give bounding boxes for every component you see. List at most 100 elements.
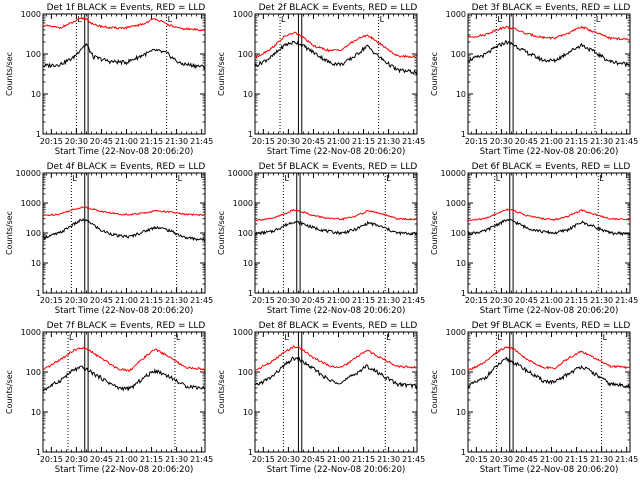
x-axis-label: Start Time (22-Nov-08 20:06:20) [267,465,406,475]
y-axis-label: Counts/sec [430,52,439,96]
plot-frame [467,331,631,453]
x-tick-label: 21:45 [190,137,213,146]
y-tick-label: 10 [31,408,41,417]
x-tick-label: 20:45 [515,296,538,305]
panel-title: Det 5f BLACK = Events, RED = LLD [259,162,418,172]
y-axis-label: Counts/sec [217,211,226,255]
panel-2: Det 2f BLACK = Events, RED = LLD 1 10 100 10… [217,3,425,157]
y-tick-label: 1 [461,448,466,457]
panel-7: Det 7f BLACK = Events, RED = LLD 1 10 100 10… [5,321,213,475]
y-tick-label: 100 [26,50,41,59]
x-axis-label: Start Time (22-Nov-08 20:06:20) [480,465,619,475]
x-tick-label: 20:15 [40,137,63,146]
lld-series-line [255,31,418,59]
x-tick-label: 21:00 [327,137,350,146]
x-tick-label: 21:15 [352,296,375,305]
panel-9: Det 9f BLACK = Events, RED = LLD 1 10 100 10… [430,321,638,475]
x-tick-label: 21:15 [140,296,163,305]
x-tick-label: 21:15 [140,137,163,146]
y-tick-label: 100 [451,50,466,59]
x-tick-label: 20:15 [40,455,63,464]
x-tick-label: 20:30 [277,455,300,464]
x-axis-label: Start Time (22-Nov-08 20:06:20) [267,147,406,157]
x-tick-label: 21:00 [540,296,563,305]
interval-marker-label: L [69,333,74,342]
x-tick-label: 20:30 [277,296,300,305]
x-tick-label: 20:30 [490,296,513,305]
x-tick-label: 21:00 [327,455,350,464]
y-tick-label: 10 [456,408,466,417]
x-tick-label: 21:45 [190,455,213,464]
panel-3: Det 3f BLACK = Events, RED = LLD 1 10 100 10… [430,3,638,157]
y-tick-label: 1 [248,130,253,139]
y-axis-label: Counts/sec [5,211,14,255]
lld-series-line [42,346,206,372]
interval-marker-label: L [497,15,502,24]
interval-marker-label: L [178,174,183,183]
y-tick-label: 10 [243,90,253,99]
y-tick-label: 10 [243,408,253,417]
x-tick-label: 21:45 [402,137,425,146]
y-tick-label: 1000 [233,199,253,208]
y-tick-label: 1000 [21,328,41,337]
panel-title: Det 1f BLACK = Events, RED = LLD [47,3,206,13]
y-tick-label: 1000 [21,199,41,208]
plot-frame [42,331,206,453]
x-tick-label: 21:15 [352,137,375,146]
interval-marker-label: L [599,174,604,183]
x-tick-label: 20:30 [65,296,88,305]
x-tick-label: 20:45 [515,137,538,146]
y-axis-label: Counts/sec [217,370,226,414]
y-tick-label: 100 [26,229,41,238]
x-tick-label: 21:45 [402,296,425,305]
x-tick-label: 21:30 [165,137,188,146]
panel-6: Det 6f BLACK = Events, RED = LLD 1 10 100 10… [430,162,638,316]
y-tick-label: 10 [31,259,41,268]
lld-series-line [467,25,631,41]
y-tick-label: 10 [456,90,466,99]
x-tick-label: 20:15 [465,455,488,464]
y-tick-label: 100 [451,368,466,377]
events-series-line [42,365,206,392]
plot-frame [467,13,631,135]
interval-marker-label: L [284,174,289,183]
x-axis-label: Start Time (22-Nov-08 20:06:20) [480,147,619,157]
y-tick-label: 1 [36,289,41,298]
lld-series-line [467,346,631,371]
y-tick-label: 1000 [21,10,41,19]
x-axis-label: Start Time (22-Nov-08 20:06:20) [55,147,194,157]
events-series-line [42,43,206,70]
panel-4: Det 4f BLACK = Events, RED = LLD 1 10 100 10… [5,162,213,316]
x-tick-label: 21:30 [590,455,613,464]
x-tick-label: 20:30 [65,137,88,146]
y-tick-label: 1000 [233,10,253,19]
y-tick-label: 1000 [446,328,466,337]
y-tick-label: 10000 [441,169,466,178]
x-tick-label: 20:15 [252,137,275,146]
y-tick-label: 100 [451,229,466,238]
events-series-line [42,218,206,242]
x-tick-label: 21:15 [565,455,588,464]
y-tick-label: 10000 [16,169,41,178]
x-tick-label: 20:30 [277,137,300,146]
y-axis-label: Counts/sec [430,211,439,255]
interval-marker-label: L [176,333,181,342]
events-series-line [254,356,418,390]
x-tick-label: 20:30 [490,455,513,464]
y-tick-label: 10 [243,259,253,268]
x-tick-label: 21:30 [165,296,188,305]
x-tick-label: 21:00 [115,137,138,146]
x-tick-label: 20:45 [302,455,325,464]
lld-series-line [42,16,206,32]
interval-marker-label: L [386,174,391,183]
lld-series-line [254,209,418,222]
interval-marker-label: L [77,15,82,24]
panel-title: Det 6f BLACK = Events, RED = LLD [472,162,631,172]
x-tick-label: 20:15 [252,455,275,464]
x-tick-label: 21:00 [540,455,563,464]
lld-series-line [254,344,418,371]
x-tick-label: 20:15 [465,296,488,305]
plot-frame [42,172,206,294]
x-axis-label: Start Time (22-Nov-08 20:06:20) [480,306,619,316]
